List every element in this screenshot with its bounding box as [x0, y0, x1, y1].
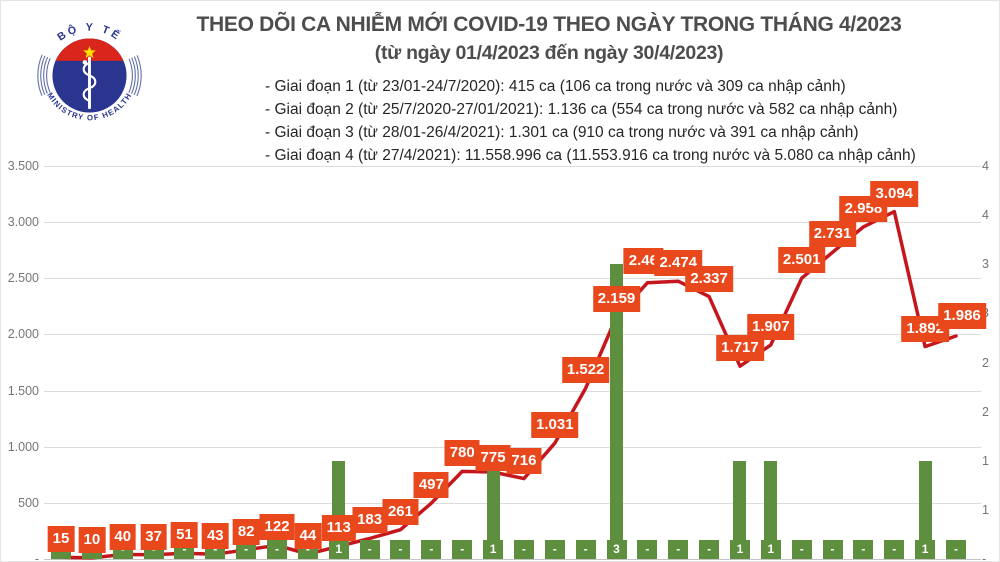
bar-value-label: -: [853, 540, 874, 559]
left-axis-tick-label: 1.500: [7, 383, 39, 398]
case-count-label: 44: [294, 523, 322, 550]
bar-value-label: -: [884, 540, 905, 559]
green-bar: [733, 460, 747, 559]
gridline: [44, 446, 981, 448]
case-count-label: 2.731: [808, 221, 857, 248]
green-bar: [918, 460, 932, 559]
case-count-label: 183: [352, 507, 388, 534]
case-count-label: 775: [475, 444, 511, 471]
left-axis-tick-label: 1.000: [7, 439, 39, 454]
bar-value-label: -: [822, 540, 843, 559]
case-count-label: 1.907: [747, 313, 795, 340]
bar-value-label: -: [452, 540, 473, 559]
left-axis-tick-label: 3.000: [7, 215, 39, 230]
gridline: [44, 390, 981, 392]
gridline: [44, 166, 981, 167]
gridline: [44, 334, 981, 336]
case-count-label: 2.501: [777, 247, 826, 274]
case-count-label: 1.986: [938, 303, 986, 329]
bar-value-label: -: [390, 540, 411, 559]
bar-value-label: -: [945, 540, 966, 559]
bar-value-label: -: [544, 540, 565, 559]
phase-line-4: - Giai đoạn 4 (từ 27/4/2021): 11.558.996…: [265, 147, 916, 164]
case-count-label: 10: [78, 526, 106, 553]
case-count-label: 1.031: [531, 412, 579, 439]
bar-value-label: 1: [483, 540, 504, 559]
bar-value-label: -: [267, 540, 288, 559]
phase-line-2: - Giai đoạn 2 (từ 25/7/2020-27/01/2021):…: [265, 101, 898, 118]
right-axis-tick-label: 4: [982, 159, 989, 173]
case-count-label: 261: [382, 498, 418, 525]
gridline: [44, 278, 981, 280]
bar-value-label: -: [421, 540, 442, 559]
bar-value-label: 3: [606, 540, 627, 559]
bar-value-label: 1: [729, 540, 750, 559]
case-count-label: 2.159: [592, 285, 641, 312]
case-count-label: 15: [47, 526, 75, 553]
right-axis-tick-label: 1: [982, 502, 989, 517]
bar-value-label: -: [359, 540, 380, 559]
case-count-label: 780: [444, 440, 480, 467]
case-count-label: 43: [201, 523, 229, 550]
logo-asclepius-staff-icon: [82, 56, 97, 110]
phase-line-1: - Giai đoạn 1 (từ 23/01-24/7/2020): 415 …: [265, 78, 846, 95]
case-count-label: 3.094: [870, 180, 919, 207]
page-subtitle: (từ ngày 01/4/2023 đến ngày 30/4/2023): [374, 42, 724, 64]
right-axis-tick-label: -: [982, 552, 987, 562]
left-axis-tick-label: 2.500: [7, 271, 39, 286]
bar-value-label: -: [791, 540, 812, 559]
moh-logo: BỘ Y TẾ MINISTRY OF HEALTH: [37, 22, 142, 128]
right-axis-tick-label: 2: [982, 355, 989, 370]
case-count-label: 716: [506, 447, 542, 474]
bar-value-label: -: [637, 540, 658, 559]
case-count-label: 2.337: [685, 265, 733, 292]
phase-summary: - Giai đoạn 1 (từ 23/01-24/7/2020): 415 …: [265, 75, 916, 167]
right-axis-tick-label: 2: [982, 404, 989, 419]
logo-star-icon: [83, 45, 96, 58]
bar-value-label: -: [575, 540, 596, 559]
left-axis-tick-label: 500: [18, 495, 39, 510]
case-count-label: 1.522: [561, 357, 610, 384]
green-bar: [486, 460, 500, 559]
case-count-label: 497: [413, 472, 449, 499]
bar-value-label: -: [513, 540, 534, 559]
right-axis-tick-label: 3: [982, 257, 989, 272]
case-count-label: 122: [259, 514, 295, 541]
page-title: THEO DÕI CA NHIỄM MỚI COVID-19 THEO NGÀY…: [196, 13, 902, 36]
right-axis-tick-label: 1: [982, 453, 989, 468]
left-axis-tick-label: 2.000: [7, 327, 39, 342]
bar-value-label: 1: [328, 540, 349, 559]
green-bar: [610, 264, 624, 559]
bar-value-label: 1: [760, 540, 781, 559]
case-count-label: 2.958: [839, 195, 888, 222]
left-axis-tick-label: 3.500: [7, 159, 39, 173]
gridline: [44, 559, 981, 560]
case-count-label: 82: [232, 518, 260, 545]
case-count-label: 51: [171, 522, 198, 549]
right-axis-tick-label: 4: [982, 208, 989, 223]
bar-value-label: -: [699, 540, 720, 559]
gridline: [44, 502, 981, 504]
bar-value-label: 1: [915, 540, 936, 559]
case-count-label: 40: [109, 523, 137, 550]
left-axis-tick-label: -: [34, 552, 39, 562]
logo-side-rays: [37, 23, 142, 128]
gridline: [44, 222, 981, 224]
case-count-label: 37: [140, 523, 167, 550]
bar-value-label: -: [668, 540, 689, 559]
green-bar: [764, 460, 778, 559]
case-count-label: 113: [321, 515, 356, 542]
phase-line-3: - Giai đoạn 3 (từ 28/01-26/4/2021): 1.30…: [265, 124, 859, 141]
